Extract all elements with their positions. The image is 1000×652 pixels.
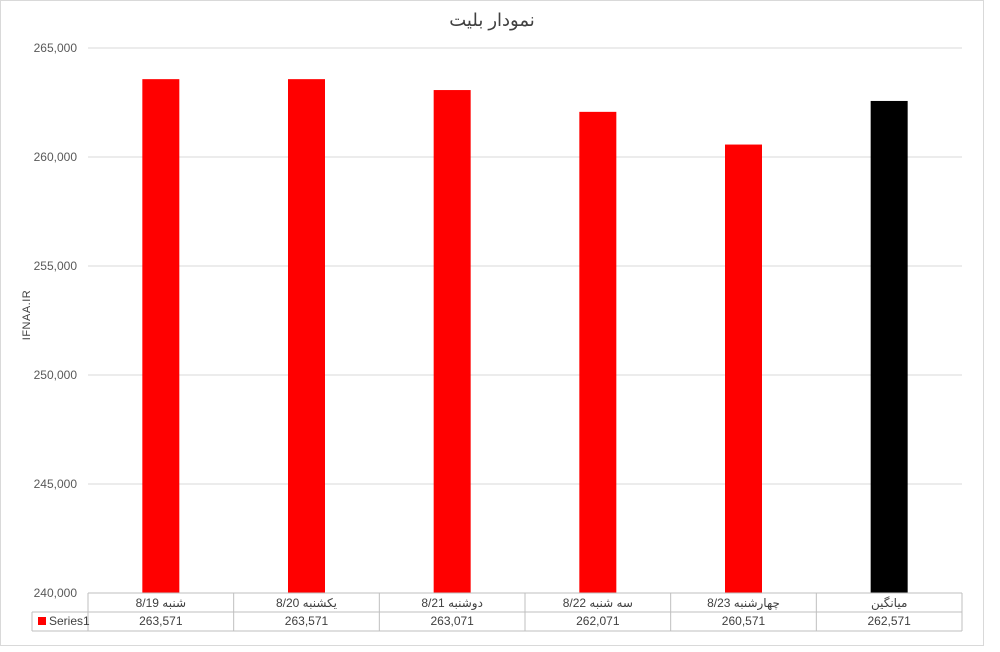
bar-3	[433, 90, 471, 594]
legend-series-name: Series1	[49, 614, 90, 628]
category-label: چهارشنبه 8/23	[707, 596, 780, 611]
y-tick-label: 260,000	[34, 150, 78, 164]
y-tick-label: 240,000	[34, 586, 78, 600]
y-tick-label: 255,000	[34, 259, 78, 273]
category-label: میانگین	[871, 596, 907, 611]
data-label: 263,571	[139, 614, 183, 628]
legend-key	[38, 617, 46, 625]
category-label: دوشنبه 8/21	[421, 596, 483, 611]
bar-6	[870, 100, 908, 593]
data-label: 263,071	[430, 614, 474, 628]
data-label: 262,571	[867, 614, 911, 628]
chart-title: نمودار بلیت	[449, 10, 535, 30]
data-label: 263,571	[285, 614, 329, 628]
y-tick-label: 250,000	[34, 368, 78, 382]
y-tick-label: 245,000	[34, 477, 78, 491]
bar-1	[142, 79, 180, 593]
data-label: 262,071	[576, 614, 620, 628]
category-label: یکشنبه 8/20	[276, 596, 337, 610]
category-label: سه شنبه 8/22	[563, 596, 633, 610]
category-label: شنبه 8/19	[136, 596, 186, 610]
bar-4	[579, 111, 617, 593]
bar-5	[725, 144, 762, 594]
data-label: 260,571	[722, 614, 766, 628]
y-tick-label: 265,000	[34, 41, 78, 55]
bar-2	[288, 79, 325, 593]
